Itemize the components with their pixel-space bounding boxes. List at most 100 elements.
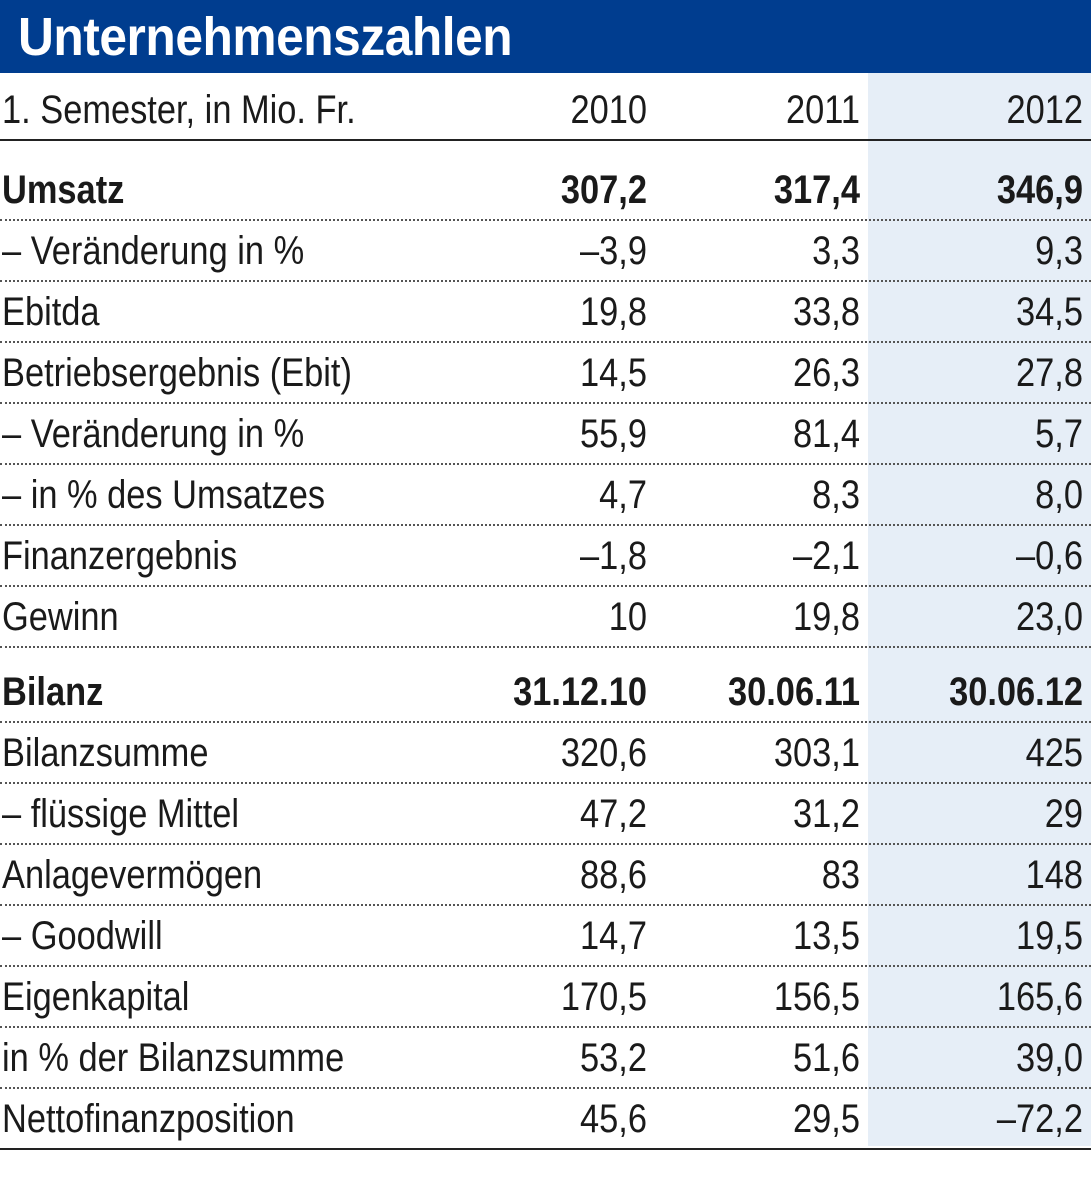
row-label: Ebitda <box>2 290 100 334</box>
row-separator <box>0 341 1091 343</box>
row-label: Anlagevermögen <box>2 853 263 897</box>
row-label: – in % des Umsatzes <box>2 473 326 517</box>
cell-value: 26,3 <box>793 351 860 395</box>
row-label: Umsatz <box>2 168 125 212</box>
title-bar: Unternehmenszahlen <box>0 0 1091 73</box>
table-row: Gewinn 10 19,8 23,0 <box>0 587 1091 648</box>
cell-value: 156,5 <box>773 975 860 1019</box>
cell-value: 19,8 <box>793 595 860 639</box>
cell-value: 39,0 <box>1016 1036 1083 1080</box>
row-label: Eigenkapital <box>2 975 190 1019</box>
table-row: Betriebsergebnis (Ebit) 14,5 26,3 27,8 <box>0 343 1091 404</box>
cell-value: 165,6 <box>996 975 1083 1019</box>
cell-value: 31,2 <box>793 792 860 836</box>
row-separator <box>0 219 1091 221</box>
cell-value: 8,3 <box>812 473 860 517</box>
cell-value: 19,5 <box>1016 914 1083 958</box>
row-separator <box>0 904 1091 906</box>
cell-value: 10 <box>608 595 647 639</box>
row-label: – Goodwill <box>2 914 163 958</box>
cell-value: 53,2 <box>580 1036 647 1080</box>
row-label: – Veränderung in % <box>2 412 305 456</box>
cell-value: 34,5 <box>1016 290 1083 334</box>
column-header-2011: 2011 <box>786 88 860 132</box>
table-row: Anlagevermögen 88,6 83 148 <box>0 845 1091 906</box>
table-row: – flüssige Mittel 47,2 31,2 29 <box>0 784 1091 845</box>
cell-value: 31.12.10 <box>513 670 647 714</box>
table-row: Eigenkapital 170,5 156,5 165,6 <box>0 967 1091 1028</box>
cell-value: 8,0 <box>1035 473 1083 517</box>
row-label: – flüssige Mittel <box>2 792 240 836</box>
cell-value: 51,6 <box>793 1036 860 1080</box>
cell-value: 170,5 <box>560 975 647 1019</box>
cell-value: 88,6 <box>580 853 647 897</box>
cell-value: 320,6 <box>560 731 647 775</box>
header-rule <box>0 139 1091 141</box>
cell-value: 29 <box>1044 792 1083 836</box>
table-row: – Veränderung in % 55,9 81,4 5,7 <box>0 404 1091 465</box>
table-title: Unternehmenszahlen <box>18 7 513 67</box>
row-separator <box>0 782 1091 784</box>
section-header-row: Umsatz 307,2 317,4 346,9 <box>0 160 1091 221</box>
row-separator <box>0 280 1091 282</box>
row-separator <box>0 843 1091 845</box>
column-header-2012: 2012 <box>1006 88 1083 132</box>
column-header-row: 1. Semester, in Mio. Fr. 2010 2011 2012 <box>0 80 1091 141</box>
cell-value: –2,1 <box>793 534 860 578</box>
cell-value: 14,7 <box>580 914 647 958</box>
table-row: – Veränderung in % –3,9 3,3 9,3 <box>0 221 1091 282</box>
row-label: Nettofinanzposition <box>2 1097 295 1141</box>
row-separator <box>0 402 1091 404</box>
table-row: Nettofinanzposition 45,6 29,5 –72,2 <box>0 1089 1091 1150</box>
row-separator <box>0 1087 1091 1089</box>
table-bottom-rule <box>0 1148 1091 1150</box>
cell-value: 13,5 <box>793 914 860 958</box>
row-label: – Veränderung in % <box>2 229 305 273</box>
row-separator <box>0 524 1091 526</box>
cell-value: 55,9 <box>580 412 647 456</box>
table-row: Ebitda 19,8 33,8 34,5 <box>0 282 1091 343</box>
cell-value: 303,1 <box>773 731 860 775</box>
cell-value: 19,8 <box>580 290 647 334</box>
cell-value: 33,8 <box>793 290 860 334</box>
cell-value: 425 <box>1025 731 1083 775</box>
table-row: – Goodwill 14,7 13,5 19,5 <box>0 906 1091 967</box>
cell-value: 30.06.12 <box>949 670 1083 714</box>
cell-value: 346,9 <box>996 168 1083 212</box>
row-label: Gewinn <box>2 595 119 639</box>
table-row: – in % des Umsatzes 4,7 8,3 8,0 <box>0 465 1091 526</box>
cell-value: 30.06.11 <box>727 670 860 714</box>
cell-value: 3,3 <box>812 229 860 273</box>
cell-value: 317,4 <box>773 168 860 212</box>
cell-value: 45,6 <box>580 1097 647 1141</box>
column-header-2010: 2010 <box>570 88 647 132</box>
table-row: Bilanzsumme 320,6 303,1 425 <box>0 723 1091 784</box>
row-label: in % der Bilanzsumme <box>2 1036 345 1080</box>
cell-value: 47,2 <box>580 792 647 836</box>
cell-value: 5,7 <box>1035 412 1083 456</box>
cell-value: –72,2 <box>996 1097 1083 1141</box>
highlight-column-2012 <box>868 73 1091 1146</box>
cell-value: –1,8 <box>580 534 647 578</box>
row-separator <box>0 1026 1091 1028</box>
cell-value: 29,5 <box>793 1097 860 1141</box>
row-label: Bilanzsumme <box>2 731 209 775</box>
table-row: in % der Bilanzsumme 53,2 51,6 39,0 <box>0 1028 1091 1089</box>
cell-value: 81,4 <box>793 412 860 456</box>
row-separator <box>0 463 1091 465</box>
cell-value: 9,3 <box>1035 229 1083 273</box>
row-label: Bilanz <box>2 670 104 714</box>
row-separator <box>0 585 1091 587</box>
column-header-label: 1. Semester, in Mio. Fr. <box>2 88 356 132</box>
section-header-row: Bilanz 31.12.10 30.06.11 30.06.12 <box>0 662 1091 723</box>
row-separator <box>0 646 1091 648</box>
cell-value: –0,6 <box>1016 534 1083 578</box>
cell-value: 23,0 <box>1016 595 1083 639</box>
row-label: Finanzergebnis <box>2 534 238 578</box>
row-label: Betriebsergebnis (Ebit) <box>2 351 352 395</box>
cell-value: 148 <box>1025 853 1083 897</box>
cell-value: –3,9 <box>580 229 647 273</box>
row-separator <box>0 965 1091 967</box>
cell-value: 83 <box>821 853 860 897</box>
cell-value: 14,5 <box>580 351 647 395</box>
